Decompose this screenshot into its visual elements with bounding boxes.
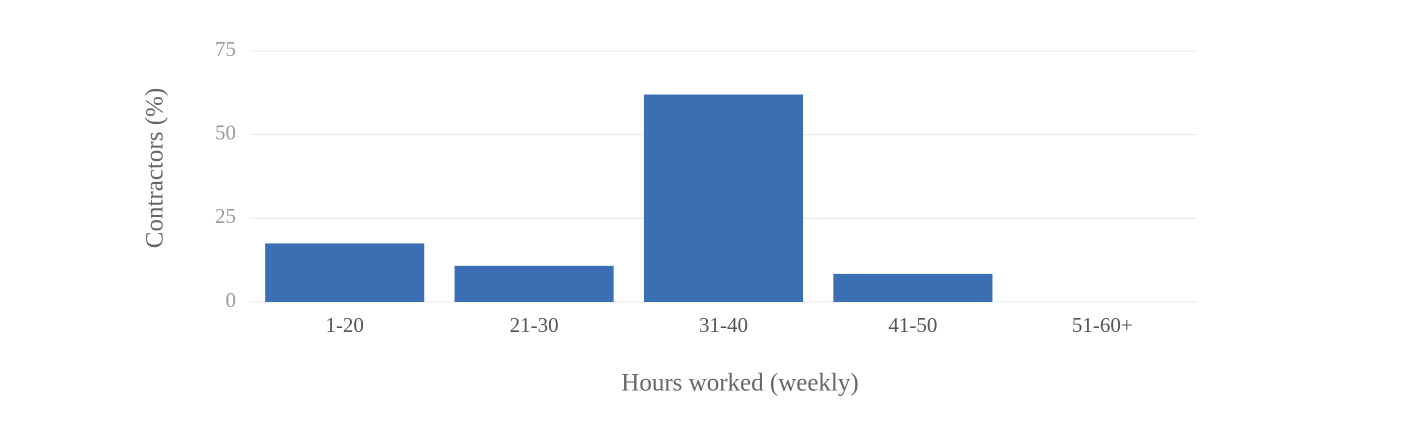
y-tick-label: 0 bbox=[226, 288, 237, 312]
x-axis-title: Hours worked (weekly) bbox=[621, 370, 858, 397]
x-tick-label: 51-60+ bbox=[1072, 313, 1133, 337]
bar bbox=[454, 265, 614, 302]
bar bbox=[643, 94, 804, 302]
y-tick-label: 25 bbox=[215, 204, 236, 228]
x-tick-label: 41-50 bbox=[888, 313, 937, 337]
bar bbox=[265, 243, 425, 302]
x-tick-label: 31-40 bbox=[699, 313, 748, 337]
y-axis-title: Contractors (%) bbox=[142, 88, 169, 248]
bar bbox=[833, 273, 993, 302]
x-tick-label: 21-30 bbox=[510, 313, 559, 337]
y-tick-label: 75 bbox=[215, 37, 236, 61]
x-tick-label: 1-20 bbox=[325, 313, 364, 337]
y-tick-label: 50 bbox=[215, 120, 236, 144]
